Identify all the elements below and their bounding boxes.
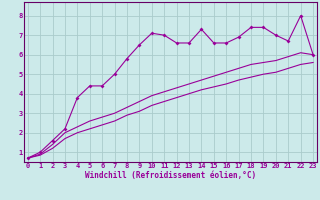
X-axis label: Windchill (Refroidissement éolien,°C): Windchill (Refroidissement éolien,°C) (85, 171, 256, 180)
